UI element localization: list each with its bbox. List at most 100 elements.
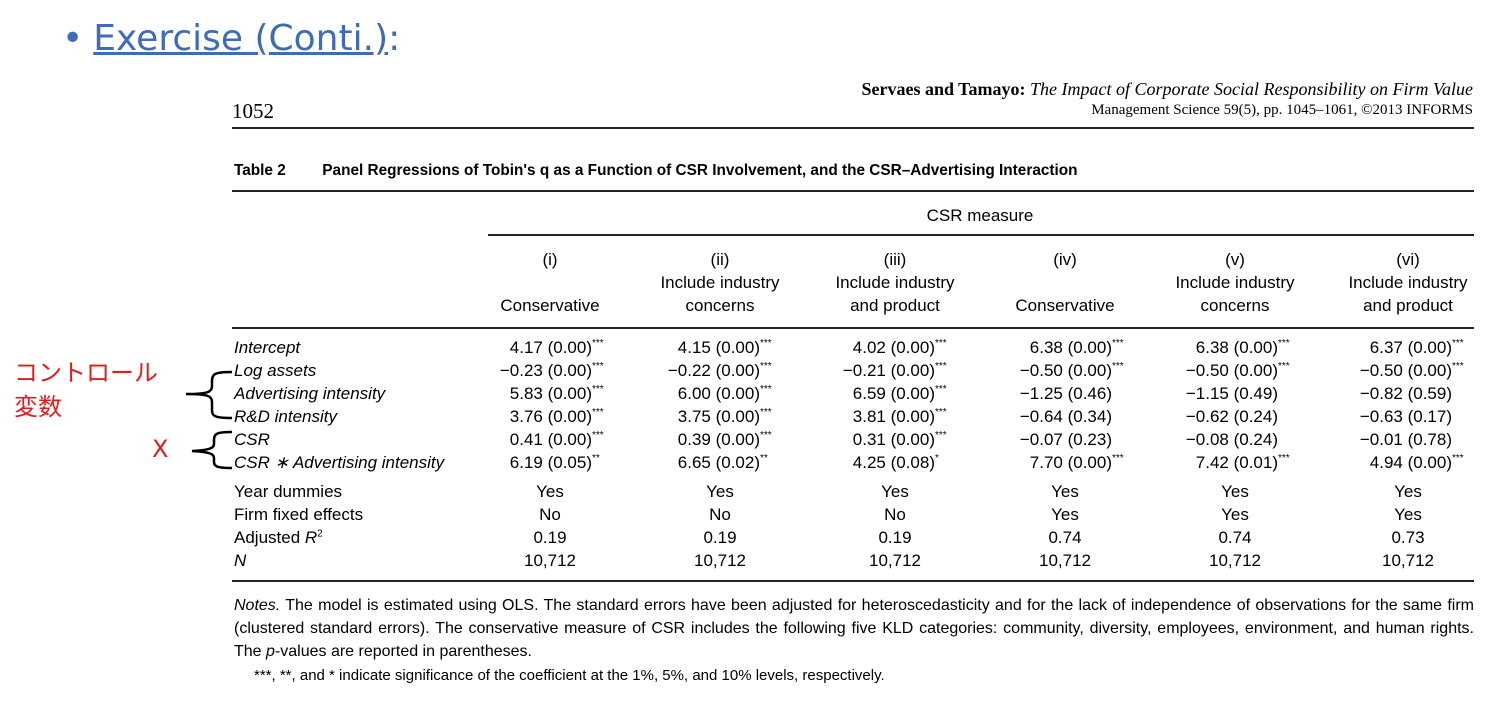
significance-footnote: ***, **, and * indicate significance of …	[254, 667, 885, 684]
coef-value: −1.25 (0.46)	[1019, 384, 1112, 403]
column-header-num: (iv)	[1053, 250, 1077, 269]
coef-value: 5.83 (0.00)	[509, 384, 592, 403]
column-header-3: (iii) Include industry and product	[795, 248, 995, 317]
coef-cell: −0.82 (0.59)	[1274, 384, 1474, 404]
column-header-line1: Include industry	[660, 273, 780, 292]
coef-cell: −0.01 (0.78)	[1274, 430, 1474, 450]
significance-stars: ***	[760, 384, 772, 396]
stat-cell: 0.19	[533, 528, 567, 547]
coef-cell: −0.62 (0.24)	[1100, 407, 1300, 427]
stat-cell: 10,712	[694, 551, 746, 570]
coef-cell: 5.83 (0.00)***	[414, 384, 614, 404]
coef-value: −0.82 (0.59)	[1359, 384, 1452, 403]
stat-cell: Yes	[1394, 505, 1422, 524]
significance-stars: ***	[760, 430, 772, 442]
coef-value: −0.23 (0.00)	[499, 361, 592, 380]
coef-value: −0.50 (0.00)	[1019, 361, 1112, 380]
stat-cell: 10,712	[1039, 551, 1091, 570]
coef-value: −0.07 (0.23)	[1019, 430, 1112, 449]
coef-cell: −1.15 (0.49)	[1100, 384, 1300, 404]
column-header-num: (ii)	[710, 250, 730, 269]
csr-measure-header: CSR measure	[926, 206, 1034, 225]
row-label: Firm fixed effects	[234, 505, 363, 525]
coef-cell: 4.25 (0.08)*	[757, 453, 957, 473]
coef-cell: 0.39 (0.00)***	[582, 430, 782, 450]
coef-value: 0.39 (0.00)	[677, 430, 760, 449]
stat-cell: 10,712	[869, 551, 921, 570]
coef-value: 3.81 (0.00)	[852, 407, 935, 426]
significance-stars: ***	[935, 361, 947, 373]
coef-cell: −0.50 (0.00)***	[1274, 361, 1474, 381]
column-header-4: (iv) Conservative	[965, 248, 1165, 317]
coef-value: −1.15 (0.49)	[1185, 384, 1278, 403]
coef-value: −0.62 (0.24)	[1185, 407, 1278, 426]
table-notes: Notes. The model is estimated using OLS.…	[234, 594, 1474, 663]
stat-cell: 0.74	[1048, 528, 1082, 547]
slide-title: • Exercise (Conti.):	[62, 18, 400, 59]
coef-value: 3.75 (0.00)	[677, 407, 760, 426]
stat-cell: Yes	[881, 482, 909, 501]
column-header-line2: and product	[850, 296, 940, 315]
column-header-line2: Conservative	[500, 296, 600, 315]
significance-stars: ***	[1112, 361, 1124, 373]
coef-cell: 6.38 (0.00)***	[1100, 338, 1300, 358]
coef-value: 7.70 (0.00)	[1029, 453, 1112, 472]
coef-cell: 3.76 (0.00)***	[414, 407, 614, 427]
significance-stars: ***	[760, 338, 772, 350]
coef-cell: 6.00 (0.00)***	[582, 384, 782, 404]
stat-cell: Yes	[1221, 505, 1249, 524]
coef-cell: 4.94 (0.00)***	[1274, 453, 1474, 473]
significance-stars: ***	[1278, 453, 1290, 465]
significance-stars: ***	[1278, 338, 1290, 350]
column-header-line2: concerns	[1200, 296, 1270, 315]
significance-stars: ***	[1278, 361, 1290, 373]
significance-stars: ***	[935, 407, 947, 419]
coef-value: −0.01 (0.78)	[1359, 430, 1452, 449]
coef-value: 0.31 (0.00)	[852, 430, 935, 449]
significance-stars: ***	[935, 430, 947, 442]
group-header-rule	[488, 234, 1474, 236]
row-label: R&D intensity	[234, 407, 337, 426]
coef-value: −0.08 (0.24)	[1185, 430, 1278, 449]
table-title: Panel Regressions of Tobin's q as a Func…	[322, 162, 1078, 179]
coef-cell: 4.17 (0.00)***	[414, 338, 614, 358]
coef-value: 6.59 (0.00)	[852, 384, 935, 403]
coef-cell: −0.21 (0.00)***	[757, 361, 957, 381]
column-header-line1: Include industry	[1348, 273, 1468, 292]
table-top-rule	[232, 190, 1474, 192]
coef-value: 4.17 (0.00)	[509, 338, 592, 357]
column-header-6: (vi) Include industry and product	[1308, 248, 1499, 317]
significance-stars: ***	[1452, 338, 1464, 350]
coef-value: −0.50 (0.00)	[1185, 361, 1278, 380]
stat-cell: No	[539, 505, 561, 524]
significance-stars: ***	[1452, 361, 1464, 373]
significance-stars: ***	[592, 338, 604, 350]
coef-value: 6.38 (0.00)	[1195, 338, 1278, 357]
column-header-num: (i)	[542, 250, 558, 269]
stat-cell: Yes	[1221, 482, 1249, 501]
coef-cell: 3.75 (0.00)***	[582, 407, 782, 427]
coef-value: −0.21 (0.00)	[842, 361, 935, 380]
coef-value: 6.19 (0.05)	[509, 453, 592, 472]
coef-cell: 7.42 (0.01)***	[1100, 453, 1300, 473]
superscript: 2	[317, 528, 323, 540]
coef-value: 4.25 (0.08)	[852, 453, 935, 472]
significance-stars: ***	[1112, 453, 1124, 465]
authors: Servaes and Tamayo:	[861, 79, 1026, 99]
notes-p: p	[266, 643, 275, 660]
coef-cell: 6.65 (0.02)**	[582, 453, 782, 473]
coef-cell: −0.63 (0.17)	[1274, 407, 1474, 427]
column-header-line2: Conservative	[1015, 296, 1115, 315]
coef-value: 6.37 (0.00)	[1369, 338, 1452, 357]
row-label: CSR	[234, 430, 270, 449]
title-link[interactable]: Exercise (Conti.)	[93, 18, 389, 59]
stat-cell: 0.74	[1218, 528, 1252, 547]
stat-cell: 10,712	[1382, 551, 1434, 570]
coef-cell: 6.19 (0.05)**	[414, 453, 614, 473]
coef-cell: 0.41 (0.00)***	[414, 430, 614, 450]
coef-value: 4.02 (0.00)	[852, 338, 935, 357]
running-header: Servaes and Tamayo: The Impact of Corpor…	[862, 79, 1474, 119]
coef-cell: 4.02 (0.00) ***	[757, 338, 957, 358]
coef-cell: −0.64 (0.34)	[934, 407, 1134, 427]
stat-cell: Yes	[1051, 505, 1079, 524]
